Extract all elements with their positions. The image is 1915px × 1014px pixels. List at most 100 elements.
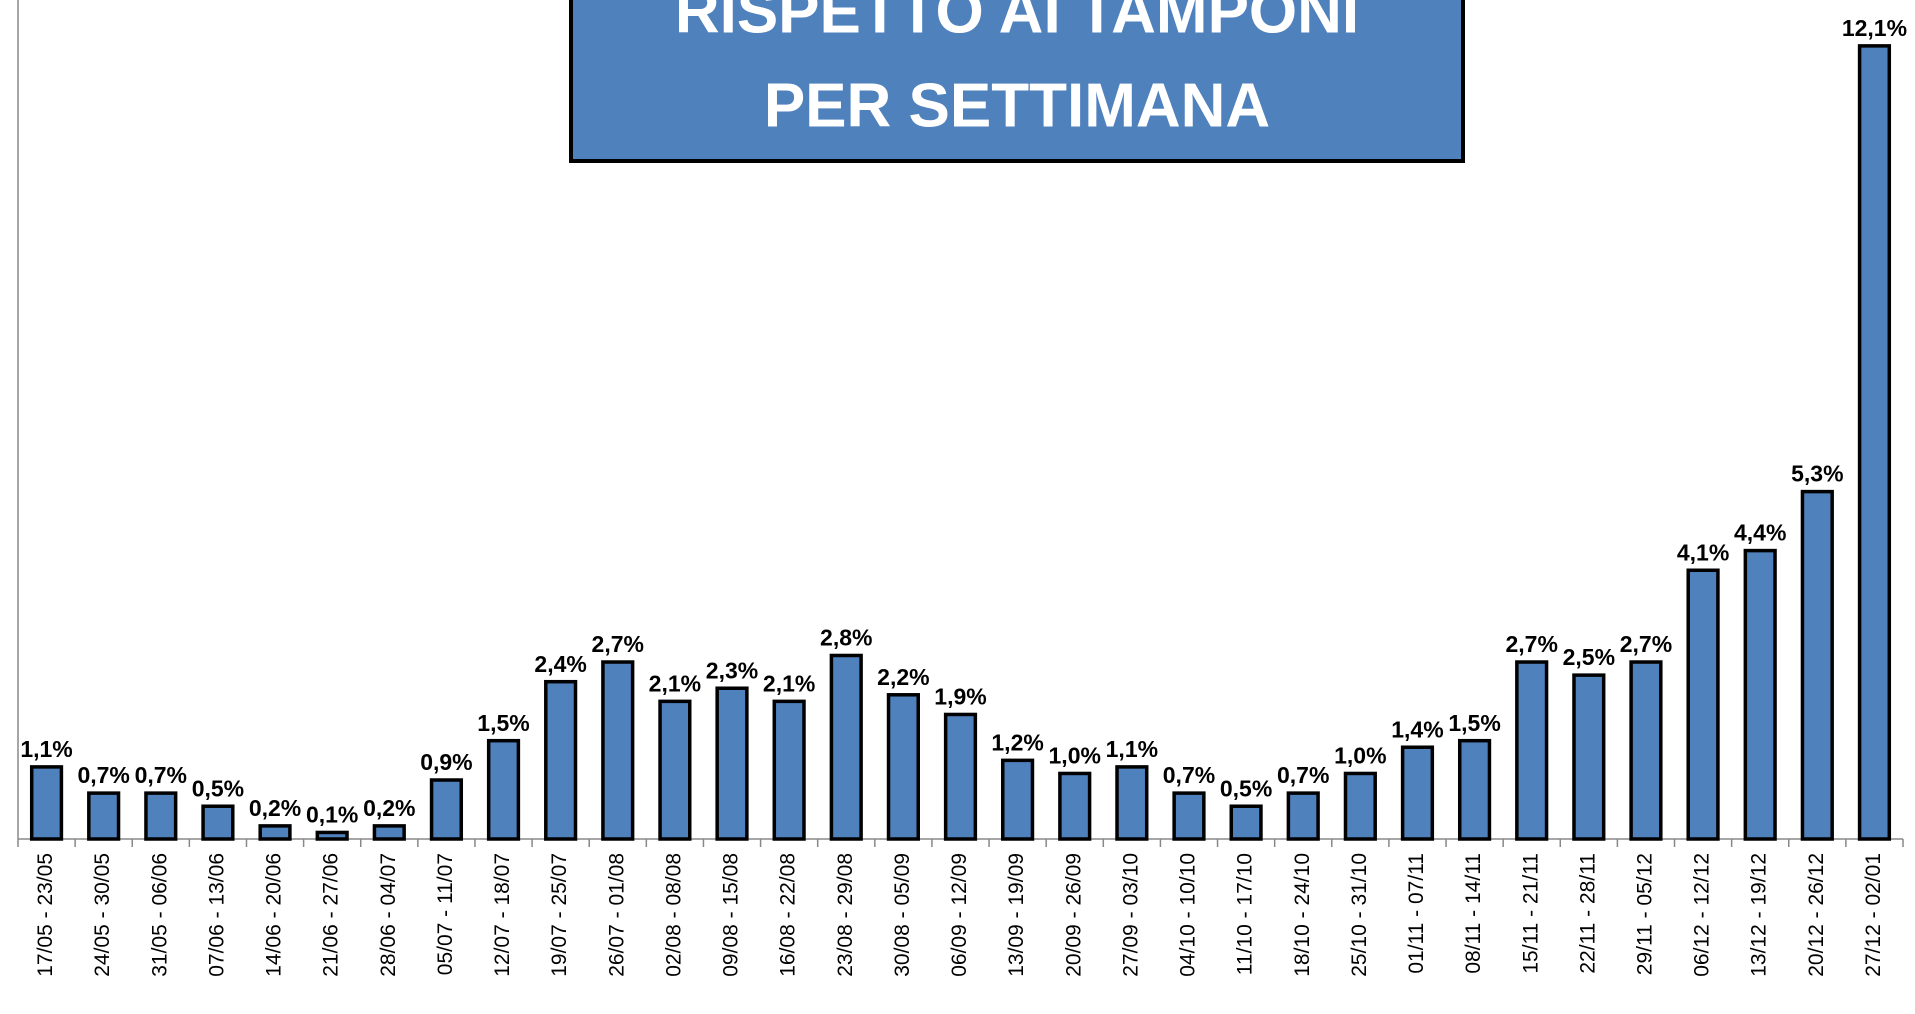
- value-label: 2,7%: [592, 631, 644, 657]
- bar: [29, 765, 64, 841]
- x-tick-label: 16/08 - 22/08: [777, 853, 800, 977]
- x-tick-label: 17/05 - 23/05: [34, 853, 57, 977]
- value-label: 0,7%: [77, 762, 129, 788]
- value-label: 0,1%: [306, 802, 358, 828]
- bar: [1286, 791, 1320, 841]
- x-tick-label: 26/07 - 01/08: [605, 853, 628, 977]
- bar: [1857, 44, 1892, 841]
- bar: [201, 804, 235, 841]
- bar: [144, 791, 178, 841]
- x-tick-label: 05/07 - 11/07: [434, 853, 457, 975]
- x-tick-label: 21/06 - 27/06: [320, 853, 343, 977]
- bar: [544, 679, 578, 841]
- x-tick-label: 28/06 - 04/07: [377, 853, 400, 977]
- x-tick-label: 06/12 - 12/12: [1691, 853, 1714, 977]
- bar: [315, 830, 349, 841]
- x-tick-label: 11/10 - 17/10: [1234, 853, 1257, 975]
- x-tick-label: 12/07 - 18/07: [491, 853, 514, 977]
- value-label: 5,3%: [1791, 461, 1843, 487]
- value-label: 1,0%: [1334, 743, 1386, 769]
- value-label: 2,8%: [820, 625, 872, 651]
- value-label: 2,2%: [877, 664, 929, 690]
- chart-title: RISPETTO AI TAMPONI: [675, 0, 1359, 46]
- x-tick-label: 14/06 - 20/06: [263, 853, 286, 977]
- bar: [772, 699, 806, 841]
- bar: [886, 693, 920, 841]
- value-label: 1,4%: [1391, 716, 1443, 742]
- bar: [1001, 758, 1035, 841]
- x-tick-label: 20/12 - 26/12: [1805, 853, 1828, 977]
- x-tick-label: 15/11 - 21/11: [1519, 853, 1542, 974]
- bar: [87, 791, 121, 841]
- x-tick-label: 19/07 - 25/07: [548, 853, 571, 977]
- bar: [715, 686, 749, 841]
- bar: [1058, 771, 1092, 841]
- bar: [1172, 791, 1206, 841]
- x-tick-label: 18/10 - 24/10: [1291, 853, 1314, 977]
- value-label: 1,2%: [991, 729, 1043, 755]
- bar: [258, 824, 292, 841]
- title-box: [569, 0, 1465, 163]
- x-tick-label: 13/09 - 19/09: [1005, 853, 1028, 977]
- x-tick-label: 01/11 - 07/11: [1405, 853, 1428, 974]
- x-tick-label: 08/11 - 14/11: [1462, 853, 1485, 974]
- value-label: 4,1%: [1677, 539, 1729, 565]
- bar: [372, 824, 406, 841]
- value-label: 0,2%: [363, 795, 415, 821]
- value-label: 0,7%: [135, 762, 187, 788]
- value-label: 0,2%: [249, 795, 301, 821]
- bar: [943, 712, 978, 841]
- bar: [1743, 548, 1777, 841]
- bar: [1572, 673, 1606, 841]
- value-label: 2,1%: [649, 670, 701, 696]
- value-label: 1,5%: [477, 710, 529, 736]
- bar: [601, 660, 635, 841]
- value-label: 2,7%: [1620, 631, 1672, 657]
- bar: [1629, 660, 1663, 841]
- bar: [1343, 771, 1377, 841]
- bar: [1115, 765, 1149, 841]
- bar: [658, 699, 692, 841]
- bar: [1515, 660, 1549, 841]
- x-tick-label: 24/05 - 30/05: [91, 853, 114, 977]
- value-label: 0,5%: [1220, 775, 1272, 801]
- bar: [1686, 568, 1720, 841]
- x-tick-label: 07/06 - 13/06: [205, 853, 228, 977]
- bar: [1457, 738, 1492, 841]
- bar: [429, 778, 464, 841]
- value-label: 0,5%: [192, 775, 244, 801]
- x-tick-label: 31/05 - 06/06: [148, 853, 171, 977]
- value-label: 2,1%: [763, 670, 815, 696]
- value-label: 0,7%: [1163, 762, 1215, 788]
- x-tick-label: 22/11 - 28/11: [1576, 853, 1599, 974]
- x-tick-label: 09/08 - 15/08: [720, 853, 743, 977]
- x-tick-label: 27/12 - 02/01: [1862, 853, 1885, 977]
- bar: [829, 653, 863, 841]
- value-label: 2,3%: [706, 657, 758, 683]
- x-tick-label: 13/12 - 19/12: [1748, 853, 1771, 977]
- x-tick-label: 23/08 - 29/08: [834, 853, 857, 977]
- x-tick-label: 20/09 - 26/09: [1062, 853, 1085, 977]
- chart-title: PER SETTIMANA: [764, 71, 1270, 140]
- value-label: 1,1%: [20, 736, 72, 762]
- value-label: 0,7%: [1277, 762, 1329, 788]
- value-label: 0,9%: [420, 749, 472, 775]
- x-tick-label: 30/08 - 05/09: [891, 853, 914, 977]
- value-label: 12,1%: [1842, 15, 1907, 41]
- x-tick-label: 04/10 - 10/10: [1177, 853, 1200, 977]
- bar: [486, 738, 521, 841]
- x-tick-label: 06/09 - 12/09: [948, 853, 971, 977]
- value-label: 1,5%: [1448, 710, 1500, 736]
- value-label: 4,4%: [1734, 520, 1786, 546]
- bar: [1229, 804, 1263, 841]
- value-label: 1,9%: [934, 684, 986, 710]
- value-label: 1,1%: [1106, 736, 1158, 762]
- bar: [1800, 489, 1834, 841]
- bar: [1400, 745, 1435, 841]
- x-tick-label: 02/08 - 08/08: [662, 853, 685, 977]
- value-label: 2,5%: [1563, 644, 1615, 670]
- value-label: 1,0%: [1049, 743, 1101, 769]
- x-tick-label: 25/10 - 31/10: [1348, 853, 1371, 977]
